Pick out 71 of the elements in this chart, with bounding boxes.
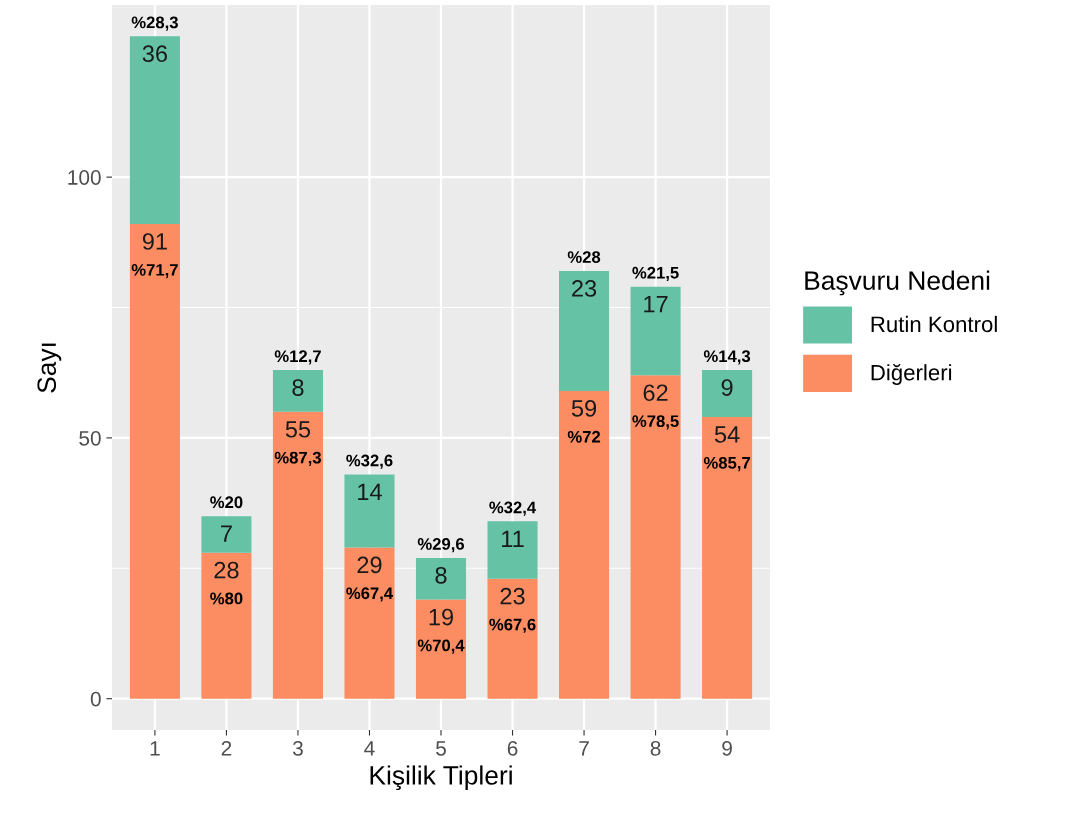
bar [415, 599, 467, 699]
bar [487, 578, 538, 699]
y-axis-title: Sayı [37, 343, 62, 393]
y-tick-label: 0 [90, 691, 101, 707]
annotation: %72 [567, 430, 601, 443]
annotation: %80 [210, 592, 243, 605]
legend-label: Diğerleri [871, 363, 952, 385]
bar [487, 521, 538, 579]
bar [630, 375, 681, 699]
data-label: 23 [500, 587, 525, 605]
annotation: %67,4 [346, 587, 394, 602]
data-label: 8 [292, 379, 304, 396]
annotation: %87,3 [274, 451, 321, 466]
legend-title: Başvuru Nedeni [805, 270, 990, 296]
data-label: 19 [429, 608, 454, 626]
data-label: 8 [435, 566, 447, 584]
y-tick-label: 50 [79, 430, 101, 446]
data-label: 54 [714, 426, 740, 443]
data-label: 91 [142, 233, 167, 250]
x-tick-label: 3 [292, 740, 303, 756]
annotation: %85,7 [703, 456, 750, 472]
annotation: %71,7 [131, 264, 178, 279]
x-tick-label: 1 [150, 741, 160, 756]
bar [702, 370, 753, 418]
data-label: 17 [644, 295, 668, 313]
bar [344, 474, 395, 548]
bar [272, 370, 323, 412]
x-tick-label: 7 [579, 741, 589, 756]
annotation: %21,5 [632, 266, 679, 282]
data-label: 36 [142, 45, 168, 63]
data-label: 9 [721, 379, 733, 396]
bar [129, 224, 180, 699]
bar [415, 557, 467, 600]
x-tick-label: 5 [436, 741, 446, 756]
data-label: 7 [221, 525, 232, 542]
data-label: 62 [643, 384, 668, 402]
bar [630, 286, 681, 376]
bar [559, 271, 610, 391]
bar [201, 516, 252, 553]
y-tick-label: 100 [68, 170, 101, 185]
bar [272, 411, 323, 699]
annotation: %78,5 [632, 415, 679, 430]
x-axis-title: Kişilik Tipleri [370, 765, 512, 791]
bar [201, 552, 252, 699]
data-label: 11 [502, 530, 524, 547]
data-label: 14 [358, 483, 382, 500]
x-tick-label: 6 [507, 740, 518, 756]
data-label: 59 [571, 400, 597, 417]
bar [559, 390, 610, 699]
data-label: 55 [285, 421, 311, 438]
x-tick-label: 9 [722, 740, 732, 756]
legend-label: Rutin Kontrol [871, 315, 997, 333]
annotation: %67,6 [489, 618, 536, 633]
x-tick-label: 8 [650, 740, 661, 756]
annotation: %32,4 [489, 501, 537, 516]
annotation: %28 [567, 251, 601, 263]
bar [702, 417, 753, 699]
data-label: 29 [357, 556, 382, 574]
annotation: %12,7 [274, 350, 321, 365]
annotation: %70,4 [417, 639, 465, 654]
bar [344, 547, 395, 699]
bar [129, 36, 180, 225]
annotation: %32,6 [346, 454, 393, 469]
annotation: %29,6 [417, 538, 465, 553]
annotation: %28,3 [131, 16, 178, 31]
x-tick-label: 2 [221, 740, 232, 756]
annotation: %20 [210, 496, 243, 509]
annotation: %14,3 [703, 350, 751, 365]
data-label: 28 [214, 561, 239, 579]
x-tick-label: 4 [364, 741, 375, 756]
data-label: 23 [572, 280, 597, 297]
